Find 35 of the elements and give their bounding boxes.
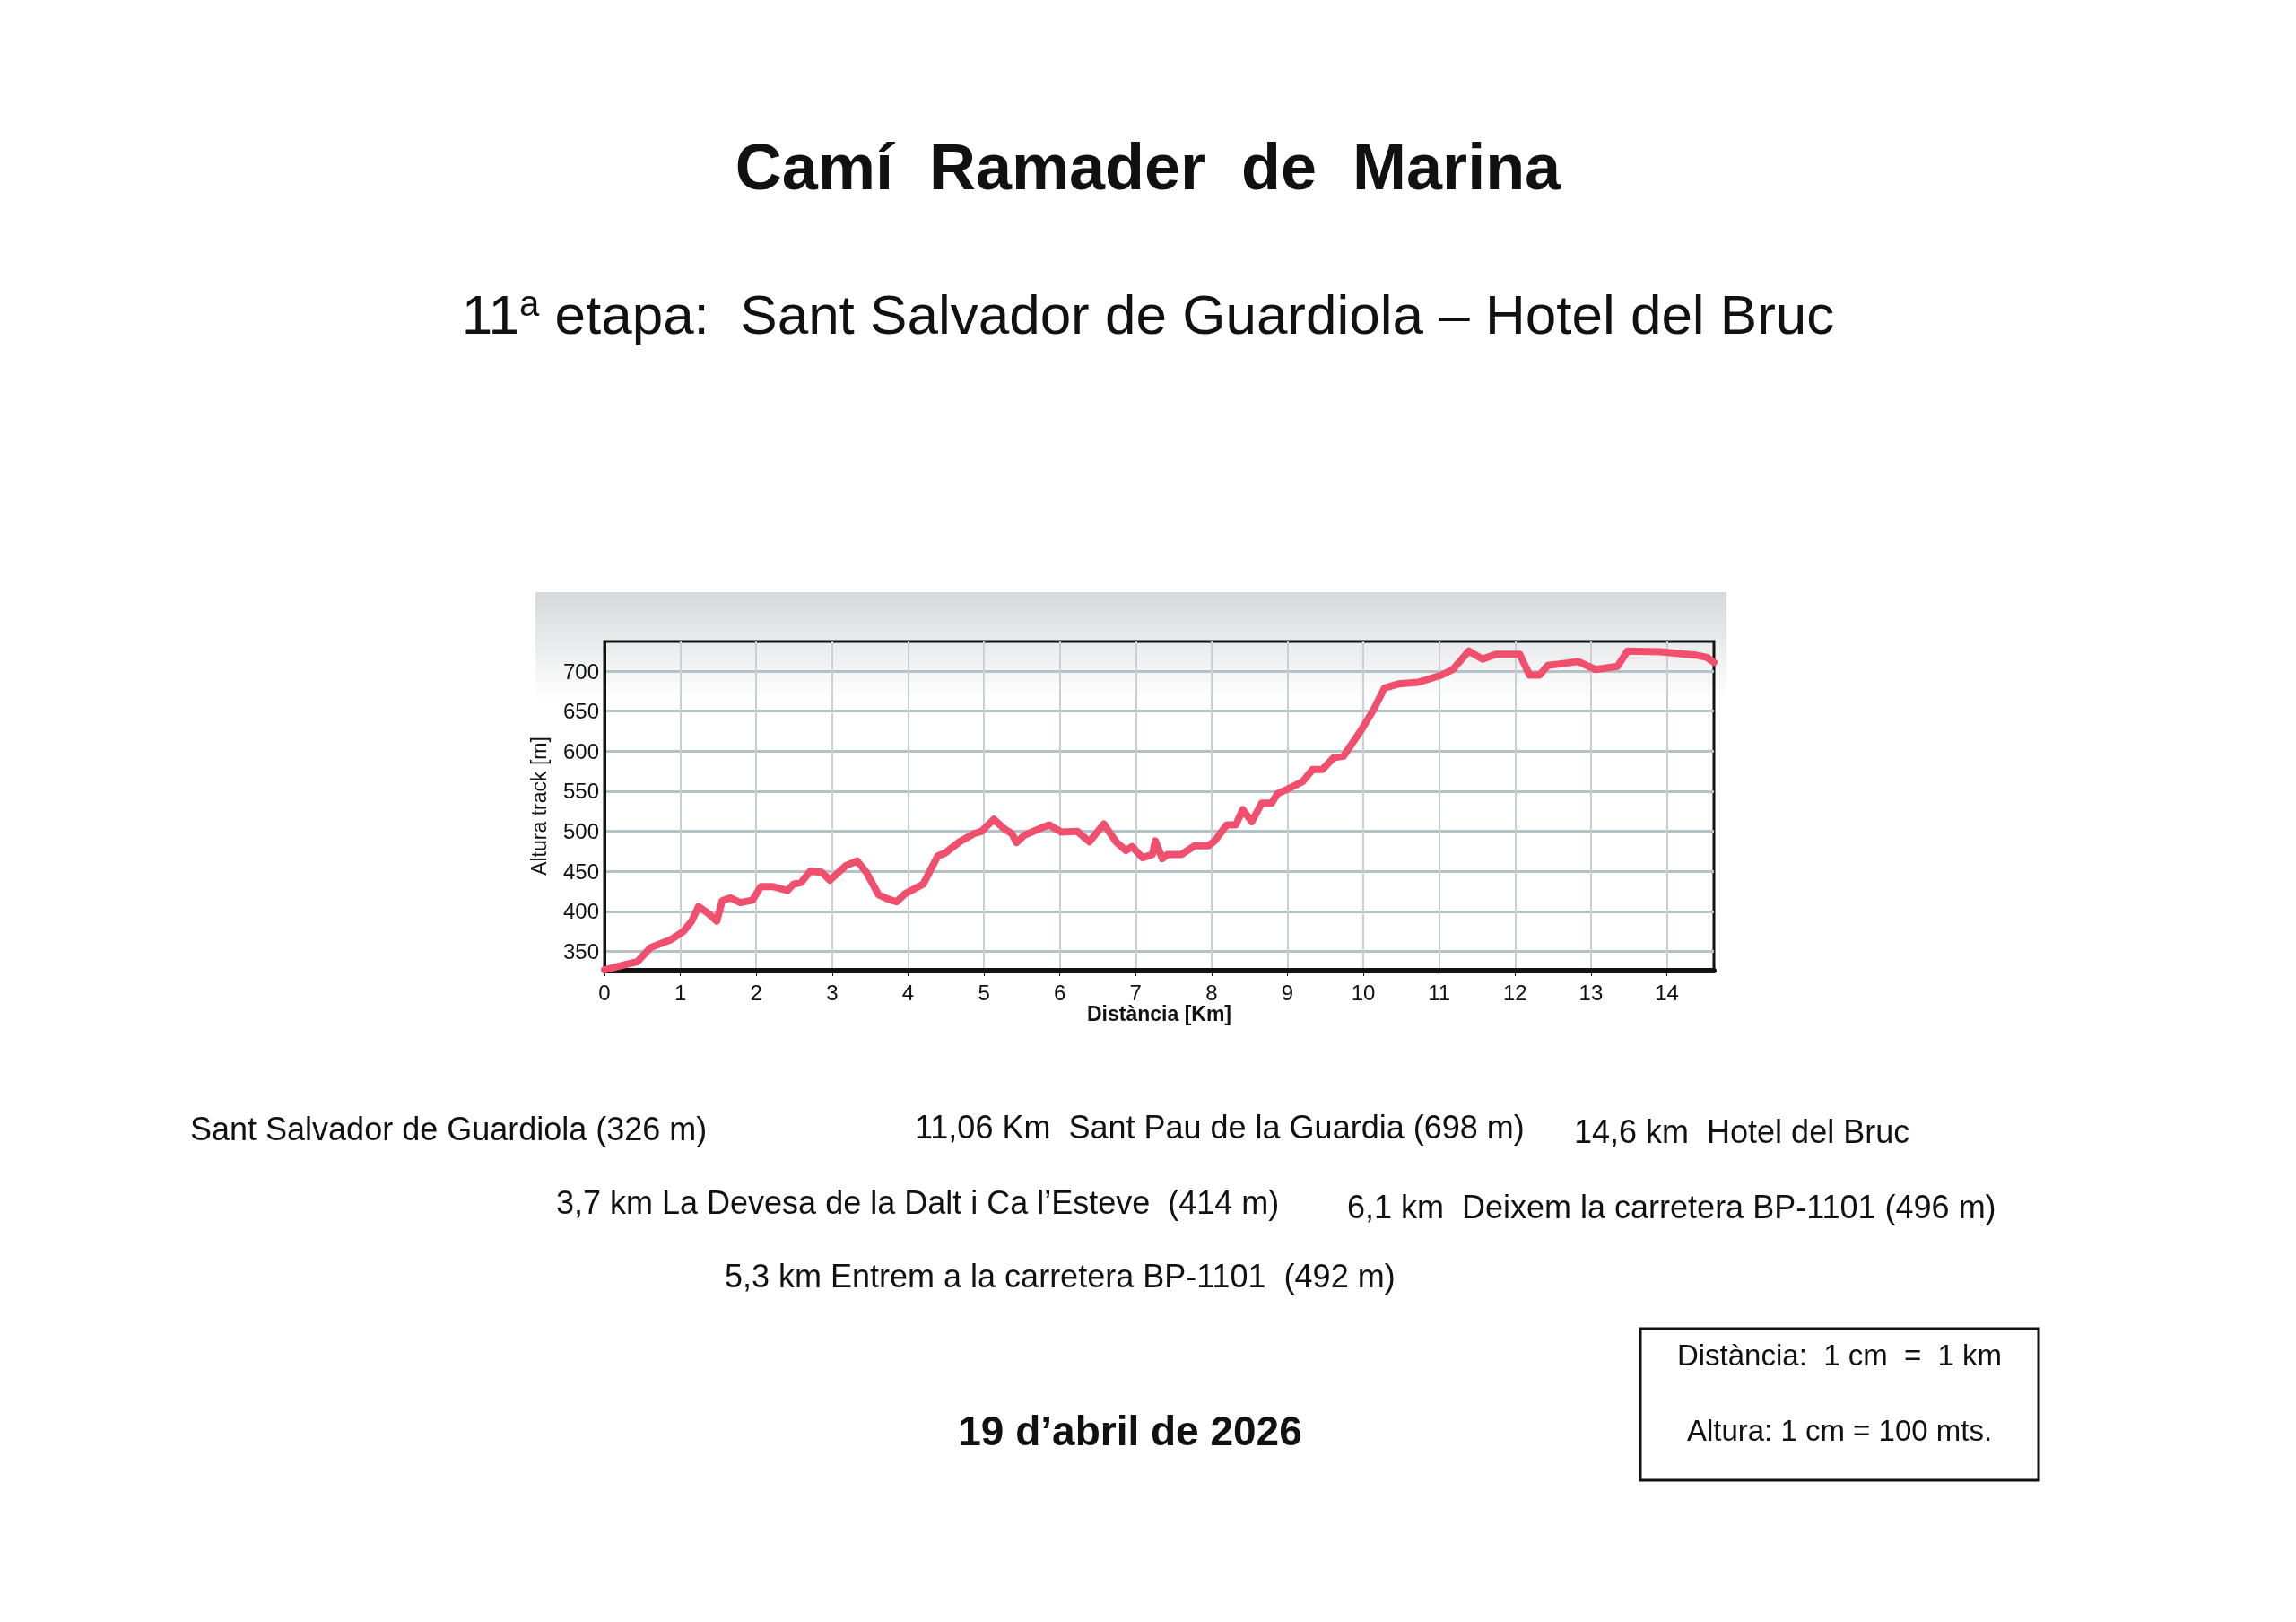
y-tick-label: 400 (562, 899, 599, 924)
text: 6,1 km Deixem la carretera BP-1101 (496 m) (1347, 1188, 1996, 1225)
x-tick-label: 13 (1578, 980, 1604, 1005)
text: 11,06 Km Sant Pau de la Guardia (698 m) (915, 1108, 1525, 1146)
text: Distància: 1 cm = 1 km (1676, 1339, 2003, 1372)
x-tick-label: 3 (826, 980, 839, 1005)
y-tick-label: 650 (562, 699, 599, 724)
x-tick-label: 2 (750, 980, 762, 1005)
x-tick-label: 0 (598, 980, 611, 1005)
y-tick-label: 700 (562, 658, 599, 684)
y-tick-label: 550 (562, 779, 599, 804)
x-tick-label: 12 (1502, 980, 1527, 1005)
x-tick-label: 9 (1281, 980, 1294, 1005)
x-axis-title: Distància [Km] (1086, 1002, 1232, 1026)
x-tick-label: 4 (901, 980, 915, 1005)
text: 19 d’abril de 2026 (958, 1408, 1302, 1454)
text: 5,3 km Entrem a la carretera BP-1101 (492 m) (725, 1257, 1396, 1295)
text: 3,7 km La Devesa de la Dalt i Ca l’Esteve (414 m) (556, 1183, 1280, 1221)
x-tick-label: 8 (1205, 980, 1218, 1005)
y-axis-title: Altura track [m] (526, 737, 551, 876)
y-tick-label: 450 (562, 859, 599, 884)
x-tick-label: 7 (1129, 980, 1142, 1005)
text: Sant Salvador de Guardiola (326 m) (190, 1110, 708, 1147)
x-tick-label: 14 (1655, 980, 1679, 1005)
chart-title: Camí Ramader de Marina (735, 131, 1562, 203)
x-tick-label: 6 (1053, 980, 1066, 1005)
y-tick-label: 500 (562, 819, 599, 844)
text: 14,6 km Hotel del Bruc (1574, 1112, 1910, 1150)
x-tick-label: 11 (1428, 980, 1451, 1005)
y-tick-label: 350 (562, 939, 599, 964)
x-tick-label: 5 (978, 980, 990, 1005)
text: Altura: 1 cm = 100 mts. (1686, 1414, 1993, 1447)
y-tick-label: 600 (562, 738, 599, 763)
x-tick-label: 10 (1351, 980, 1376, 1005)
x-tick-label: 1 (674, 980, 687, 1005)
